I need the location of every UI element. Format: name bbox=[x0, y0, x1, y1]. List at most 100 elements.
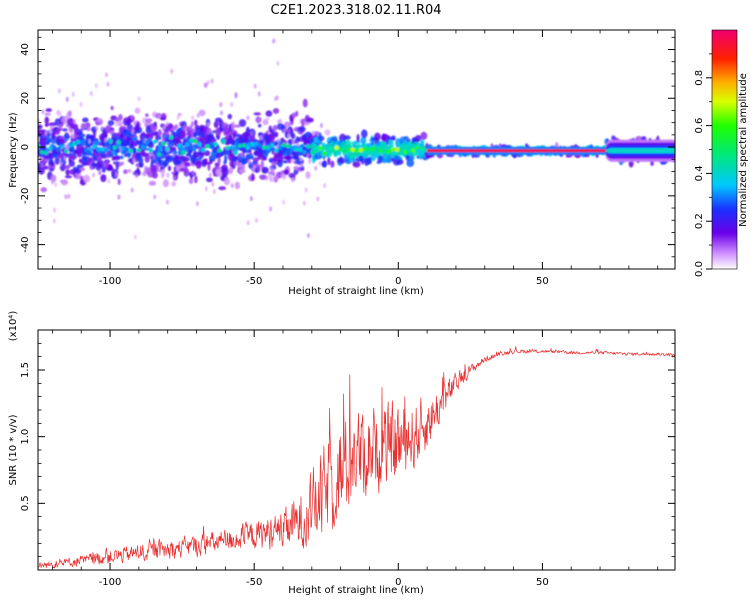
heatmap-peak bbox=[302, 149, 307, 155]
snr-series-line bbox=[38, 346, 675, 569]
heatmap-cell bbox=[171, 181, 177, 187]
heatmap-cell bbox=[203, 150, 211, 157]
heatmap-cell bbox=[94, 83, 98, 89]
heatmap-cell bbox=[295, 141, 299, 147]
heatmap-cell bbox=[420, 131, 428, 140]
heatmap-cell bbox=[113, 155, 122, 160]
heatmap-cell bbox=[53, 207, 57, 213]
heatmap-peak bbox=[84, 148, 89, 153]
heatmap-cell bbox=[64, 175, 73, 179]
heatmap-cell bbox=[117, 178, 121, 186]
heatmap-peak bbox=[80, 139, 85, 144]
heatmap-peak bbox=[92, 144, 97, 149]
heatmap-peak bbox=[164, 146, 170, 152]
heatmap-cell bbox=[146, 154, 150, 163]
heatmap-cell bbox=[280, 170, 284, 176]
heatmap-peak bbox=[132, 136, 138, 141]
heatmap-cell bbox=[44, 130, 48, 136]
heatmap-cell bbox=[103, 131, 108, 140]
heatmap-cell bbox=[271, 138, 275, 142]
colorbar: 0.0 0.2 0.4 0.6 0.8 Normalized spectral ampl… bbox=[694, 29, 749, 277]
heatmap-cell bbox=[150, 164, 157, 174]
heatmap-cell bbox=[291, 158, 295, 164]
heatmap-cell bbox=[67, 193, 71, 199]
heatmap-cell bbox=[302, 200, 306, 206]
heatmap-peak bbox=[398, 147, 404, 152]
heatmap-cell bbox=[51, 179, 55, 185]
heatmap-cell bbox=[205, 177, 213, 183]
colorbar-tick-label: 0.4 bbox=[694, 165, 705, 181]
heatmap-cell bbox=[306, 233, 310, 239]
colorbar-tick-label: 0.8 bbox=[694, 70, 705, 86]
spectrogram-panel: -100 -50 0 50 -40 -20 0 20 40 Height of straigh… bbox=[8, 29, 676, 297]
heatmap-cell bbox=[181, 156, 190, 162]
heatmap-peak bbox=[168, 135, 174, 140]
heatmap-cell bbox=[352, 161, 361, 168]
heatmap-cell bbox=[44, 123, 49, 127]
heatmap-cell bbox=[142, 147, 151, 151]
heatmap-peak bbox=[423, 147, 428, 153]
heatmap-cell bbox=[276, 60, 280, 66]
heatmap-cell bbox=[162, 179, 169, 188]
heatmap-cell bbox=[130, 187, 134, 193]
heatmap-cell bbox=[299, 143, 305, 147]
heatmap-cell bbox=[394, 155, 401, 160]
heatmap-cell bbox=[44, 116, 50, 125]
heatmap-cell bbox=[420, 138, 425, 146]
heatmap-cell bbox=[265, 117, 270, 121]
heatmap-cell bbox=[223, 177, 230, 186]
heatmap-cell bbox=[302, 98, 308, 108]
spectrogram-x-ticks: -100 -50 0 50 bbox=[52, 30, 659, 287]
heatmap-cell bbox=[268, 133, 274, 139]
heatmap-cell bbox=[68, 160, 75, 167]
heatmap-cell bbox=[230, 183, 234, 189]
heatmap-cell bbox=[278, 118, 282, 124]
heatmap-cell bbox=[86, 126, 91, 132]
spectrogram-x-label: Height of straight line (km) bbox=[288, 286, 424, 297]
heatmap-cell bbox=[45, 108, 52, 113]
heatmap-cell bbox=[307, 117, 314, 123]
heatmap-cell bbox=[351, 154, 357, 159]
heatmap-cell bbox=[153, 194, 157, 200]
heatmap-cell bbox=[62, 128, 68, 132]
heatmap-cell bbox=[100, 125, 104, 131]
heatmap-cell bbox=[284, 155, 292, 161]
snr-frame bbox=[37, 329, 676, 571]
heatmap-cell bbox=[246, 220, 250, 226]
heatmap-cell bbox=[283, 169, 290, 175]
heatmap-cell bbox=[123, 169, 128, 174]
heatmap-peak bbox=[277, 145, 283, 151]
heatmap-cell bbox=[246, 154, 254, 160]
heatmap-cell bbox=[120, 161, 125, 166]
heatmap-peak bbox=[189, 138, 194, 143]
heatmap-cell bbox=[159, 166, 165, 171]
heatmap-cell bbox=[60, 117, 64, 123]
heatmap-cell bbox=[176, 165, 180, 171]
heatmap-cell bbox=[50, 125, 54, 131]
heatmap-end-band bbox=[605, 148, 675, 154]
heatmap-peak bbox=[229, 145, 234, 150]
heatmap-cell bbox=[628, 159, 634, 168]
heatmap-cell bbox=[41, 109, 45, 115]
heatmap-cell bbox=[104, 72, 108, 78]
heatmap-cell bbox=[238, 119, 247, 127]
heatmap-peak bbox=[68, 143, 73, 148]
heatmap-cell bbox=[295, 110, 299, 117]
heatmap-cell bbox=[224, 150, 228, 155]
heatmap-cell bbox=[185, 153, 191, 157]
heatmap-peak bbox=[116, 139, 121, 145]
heatmap-cell bbox=[125, 152, 132, 157]
heatmap-cell bbox=[218, 186, 227, 191]
heatmap-peak bbox=[217, 148, 222, 153]
heatmap-cell bbox=[256, 164, 261, 173]
heatmap-cell bbox=[174, 124, 179, 129]
heatmap-peak bbox=[386, 149, 392, 154]
y-tick-label: -40 bbox=[20, 236, 31, 252]
heatmap-cell bbox=[43, 165, 50, 170]
heatmap-peak bbox=[120, 146, 125, 152]
heatmap-peak bbox=[378, 148, 384, 153]
heatmap-cell bbox=[163, 124, 167, 130]
heatmap-cell bbox=[270, 167, 274, 173]
heatmap-cell bbox=[78, 128, 83, 135]
heatmap-cell bbox=[337, 157, 346, 165]
